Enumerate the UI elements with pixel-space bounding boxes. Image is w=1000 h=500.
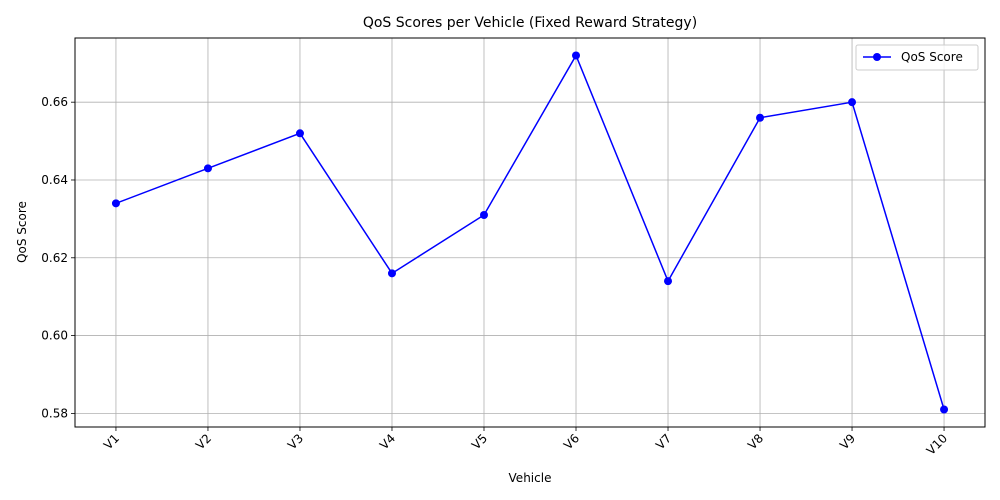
axis-ticks: V1 V2 V3 V4 V5 V6 V7 V8 V9 V10 0.58 0.60 0.62 0.64 0.6… <box>41 95 950 458</box>
chart-title: QoS Scores per Vehicle (Fixed Reward Str… <box>363 15 697 31</box>
y-axis-label: QoS Score <box>15 201 29 263</box>
plot-area-frame <box>74 37 986 428</box>
data-point <box>848 98 857 107</box>
data-point <box>756 113 765 122</box>
x-tick-label: V6 <box>561 431 582 452</box>
y-tick-label: 0.64 <box>41 173 68 187</box>
data-point <box>203 164 212 173</box>
x-tick-label: V9 <box>837 431 858 452</box>
legend-marker-swatch <box>873 53 881 61</box>
y-tick-label: 0.66 <box>41 95 68 109</box>
data-point <box>295 129 304 138</box>
data-point <box>111 199 120 208</box>
y-tick-label: 0.62 <box>41 251 68 265</box>
data-point <box>940 405 949 414</box>
y-tick-label: 0.58 <box>41 406 68 420</box>
data-point <box>664 277 673 286</box>
series-line <box>115 53 945 410</box>
legend-label: QoS Score <box>901 50 963 64</box>
x-tick-label: V3 <box>285 431 306 452</box>
x-tick-label: V5 <box>469 431 490 452</box>
y-tick-label: 0.60 <box>41 329 68 343</box>
legend-box <box>855 44 979 71</box>
data-point <box>479 210 488 219</box>
legend: QoS Score <box>855 44 979 71</box>
x-tick-label: V4 <box>377 431 398 452</box>
x-tick-label: V1 <box>101 431 122 452</box>
x-tick-label: V7 <box>653 431 674 452</box>
data-point <box>387 269 396 278</box>
x-axis-label: Vehicle <box>509 471 552 485</box>
grid-lines <box>75 38 985 427</box>
data-point <box>572 51 581 60</box>
x-tick-label: V2 <box>193 431 214 452</box>
x-tick-label: V10 <box>924 431 951 458</box>
x-tick-label: V8 <box>745 431 766 452</box>
series-layer <box>111 51 949 414</box>
